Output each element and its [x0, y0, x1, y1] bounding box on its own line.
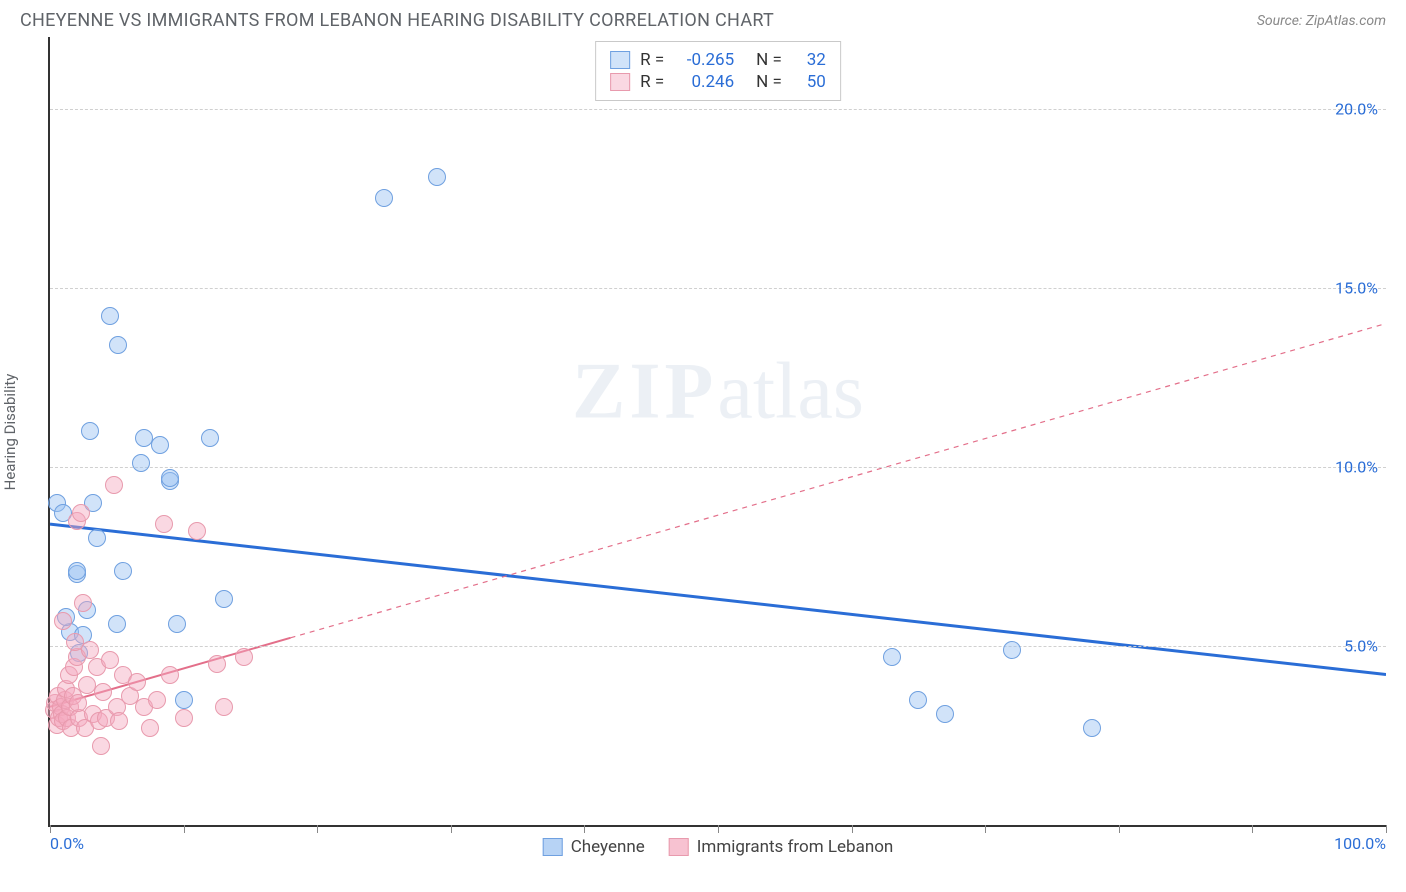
scatter-point: [201, 429, 219, 447]
y-tick-label: 5.0%: [1344, 636, 1378, 655]
y-tick-label: 10.0%: [1335, 457, 1378, 476]
x-tick: [317, 825, 318, 833]
scatter-point: [235, 648, 253, 666]
watermark: ZIPatlas: [572, 346, 864, 437]
scatter-point: [68, 562, 86, 580]
legend-swatch: [543, 838, 563, 856]
scatter-point: [114, 562, 132, 580]
stat-n-value: 32: [796, 50, 826, 70]
scatter-point: [110, 712, 128, 730]
scatter-point: [128, 673, 146, 691]
scatter-point: [188, 522, 206, 540]
scatter-point: [141, 719, 159, 737]
scatter-point: [161, 666, 179, 684]
scatter-point: [175, 709, 193, 727]
scatter-point: [909, 691, 927, 709]
watermark-atlas: atlas: [717, 347, 864, 435]
stats-legend-box: R = -0.265 N = 32 R = 0.246 N = 50: [595, 41, 841, 101]
stat-r-value: 0.246: [678, 72, 734, 92]
legend-item: Cheyenne: [543, 837, 645, 857]
scatter-point: [151, 436, 169, 454]
gridline: [50, 109, 1386, 110]
scatter-point: [92, 737, 110, 755]
x-tick: [1386, 825, 1387, 833]
scatter-point: [175, 691, 193, 709]
stat-r-label: R =: [640, 50, 664, 70]
x-tick: [451, 825, 452, 833]
y-tick-label: 20.0%: [1335, 99, 1378, 118]
scatter-point: [428, 168, 446, 186]
scatter-point: [168, 615, 186, 633]
gridline: [50, 288, 1386, 289]
scatter-point: [81, 422, 99, 440]
legend-label: Cheyenne: [571, 837, 645, 857]
x-tick: [184, 825, 185, 833]
stat-r-value: -0.265: [678, 50, 734, 70]
y-axis-label: Hearing Disability: [1, 374, 19, 491]
x-tick: [50, 825, 51, 833]
scatter-point: [155, 515, 173, 533]
source-attribution: Source: ZipAtlas.com: [1257, 13, 1386, 29]
stat-r-label: R =: [640, 72, 664, 92]
scatter-point: [1003, 641, 1021, 659]
scatter-point: [54, 612, 72, 630]
scatter-point: [215, 590, 233, 608]
x-axis-max-label: 100.0%: [1334, 834, 1386, 853]
chart-area: Hearing Disability ZIPatlas R =-0.265N =…: [48, 37, 1386, 827]
legend-swatch: [610, 51, 630, 69]
scatter-point: [109, 336, 127, 354]
series-legend: Cheyenne Immigrants from Lebanon: [543, 837, 894, 857]
gridline: [50, 467, 1386, 468]
watermark-zip: ZIP: [572, 347, 717, 435]
scatter-point: [132, 454, 150, 472]
scatter-point: [215, 698, 233, 716]
trend-lines: [50, 37, 1386, 825]
scatter-point: [94, 683, 112, 701]
scatter-point: [1083, 719, 1101, 737]
legend-swatch: [669, 838, 689, 856]
plot-region: ZIPatlas R =-0.265N =32R =0.246N =50 0.0…: [48, 37, 1386, 827]
x-tick: [718, 825, 719, 833]
stats-row: R = 0.246 N = 50: [610, 72, 826, 92]
scatter-point: [108, 615, 126, 633]
x-tick: [852, 825, 853, 833]
scatter-point: [101, 651, 119, 669]
y-tick-label: 15.0%: [1335, 278, 1378, 297]
stat-n-value: 50: [796, 72, 826, 92]
stat-n-label: N =: [756, 72, 782, 92]
chart-title: CHEYENNE VS IMMIGRANTS FROM LEBANON HEAR…: [20, 10, 774, 31]
scatter-point: [101, 307, 119, 325]
stat-n-label: N =: [756, 50, 782, 70]
scatter-point: [883, 648, 901, 666]
stats-row: R = -0.265 N = 32: [610, 50, 826, 70]
scatter-point: [161, 469, 179, 487]
gridline: [50, 646, 1386, 647]
legend-label: Immigrants from Lebanon: [697, 837, 894, 857]
scatter-point: [148, 691, 166, 709]
scatter-point: [375, 189, 393, 207]
scatter-point: [208, 655, 226, 673]
legend-item: Immigrants from Lebanon: [669, 837, 894, 857]
scatter-point: [66, 633, 84, 651]
scatter-point: [72, 504, 90, 522]
scatter-point: [936, 705, 954, 723]
legend-swatch: [610, 73, 630, 91]
x-tick: [985, 825, 986, 833]
scatter-point: [69, 694, 87, 712]
x-tick: [1252, 825, 1253, 833]
x-axis-min-label: 0.0%: [50, 834, 84, 853]
scatter-point: [105, 476, 123, 494]
x-tick: [584, 825, 585, 833]
x-tick: [1119, 825, 1120, 833]
scatter-point: [88, 529, 106, 547]
scatter-point: [74, 594, 92, 612]
